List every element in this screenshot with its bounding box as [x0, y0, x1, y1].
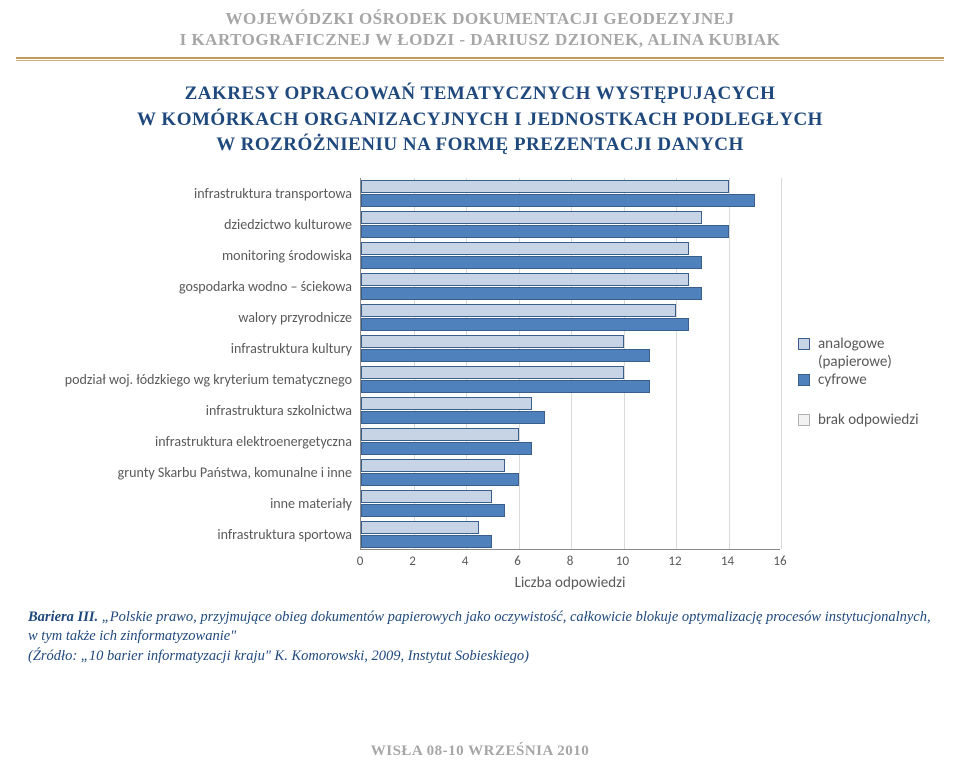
y-category-label: dziedzictwo kulturowe [20, 209, 360, 240]
y-category-label: infrastruktura sportowa [20, 519, 360, 550]
y-category-label: inne materiały [20, 488, 360, 519]
bar-cyfrowe [361, 318, 689, 331]
bar-cyfrowe [361, 504, 505, 517]
legend-item-cyfrowe: cyfrowe [798, 371, 930, 389]
header-line-2: I KARTOGRAFICZNEJ W ŁODZI - DARIUSZ DZIO… [20, 29, 940, 50]
y-category-label: podział woj. łódzkiego wg kryterium tema… [20, 364, 360, 395]
x-tick-label: 10 [616, 554, 629, 569]
chart-container: infrastruktura transportowadziedzictwo k… [0, 172, 960, 592]
x-tick-label: 8 [567, 554, 574, 569]
x-tick-label: 12 [668, 554, 681, 569]
y-category-label: walory przyrodnicze [20, 302, 360, 333]
bariera-quote: Bariera III. „Polskie prawo, przyjmujące… [28, 609, 931, 645]
gridline [781, 178, 782, 549]
header-line-1: WOJEWÓDZKI OŚRODEK DOKUMENTACJI GEODEZYJ… [20, 8, 940, 29]
y-category-label: infrastruktura kultury [20, 333, 360, 364]
bar-cyfrowe [361, 256, 702, 269]
bar-analog [361, 521, 479, 534]
y-category-label: infrastruktura elektroenergetyczna [20, 426, 360, 457]
bar-cyfrowe [361, 442, 532, 455]
footnote: Bariera III. „Polskie prawo, przyjmujące… [0, 592, 960, 671]
x-tick-label: 16 [773, 554, 786, 569]
bar-analog [361, 490, 492, 503]
chart-plot-area: 0246810121416 Liczba odpowiedzi [360, 172, 780, 592]
bar-cyfrowe [361, 411, 545, 424]
bar-analog [361, 428, 519, 441]
y-category-label: infrastruktura transportowa [20, 178, 360, 209]
slide-header: WOJEWÓDZKI OŚRODEK DOKUMENTACJI GEODEZYJ… [0, 0, 960, 57]
bar-analog [361, 304, 676, 317]
swatch-cyfrowe-icon [798, 374, 810, 386]
bar-analog [361, 273, 689, 286]
bar-analog [361, 366, 624, 379]
x-tick-label: 6 [514, 554, 521, 569]
bar-cyfrowe [361, 287, 702, 300]
y-category-label: monitoring środowiska [20, 240, 360, 271]
slide-title: ZAKRESY OPRACOWAŃ TEMATYCZNYCH WYSTĘPUJĄ… [0, 61, 960, 172]
bar-analog [361, 211, 702, 224]
legend: analogowe (papierowe) cyfrowe brak odpow… [780, 172, 930, 592]
swatch-analog-icon [798, 338, 810, 350]
bar-analog [361, 180, 729, 193]
divider-thick [16, 57, 944, 59]
y-axis-labels: infrastruktura transportowadziedzictwo k… [20, 172, 360, 592]
slide-footer: WISŁA 08-10 WRZEŚNIA 2010 [0, 743, 960, 760]
bar-analog [361, 397, 532, 410]
legend-item-brak: brak odpowiedzi [798, 411, 930, 429]
footnote-source: (Źródło: „10 barier informatyzacji kraju… [28, 648, 529, 664]
bar-cyfrowe [361, 473, 519, 486]
x-axis-label: Liczba odpowiedzi [360, 574, 780, 592]
x-tick-label: 4 [462, 554, 469, 569]
bar-analog [361, 459, 505, 472]
y-category-label: grunty Skarbu Państwa, komunalne i inne [20, 457, 360, 488]
x-tick-label: 2 [409, 554, 416, 569]
x-tick-label: 0 [357, 554, 364, 569]
bar-cyfrowe [361, 349, 650, 362]
legend-label-brak: brak odpowiedzi [818, 411, 919, 429]
plot [360, 178, 780, 550]
legend-label-analog: analogowe (papierowe) [818, 335, 930, 371]
y-category-label: infrastruktura szkolnictwa [20, 395, 360, 426]
bar-cyfrowe [361, 535, 492, 548]
x-axis: 0246810121416 [360, 550, 780, 572]
title-line-3: W ROZRÓŻNIENIU NA FORMĘ PREZENTACJI DANY… [60, 132, 900, 158]
bariera-text: „Polskie prawo, przyjmujące obieg dokume… [28, 609, 931, 645]
bar-cyfrowe [361, 380, 650, 393]
bar-analog [361, 335, 624, 348]
bariera-label: Bariera III. [28, 609, 98, 625]
bar-cyfrowe [361, 194, 755, 207]
legend-item-analog: analogowe (papierowe) [798, 335, 930, 371]
y-category-label: gospodarka wodno – ściekowa [20, 271, 360, 302]
bar-analog [361, 242, 689, 255]
bar-cyfrowe [361, 225, 729, 238]
legend-label-cyfrowe: cyfrowe [818, 371, 867, 389]
title-line-1: ZAKRESY OPRACOWAŃ TEMATYCZNYCH WYSTĘPUJĄ… [60, 81, 900, 107]
x-tick-label: 14 [721, 554, 734, 569]
title-line-2: W KOMÓRKACH ORGANIZACYJNYCH I JEDNOSTKAC… [60, 107, 900, 133]
swatch-brak-icon [798, 414, 810, 426]
gridline [729, 178, 730, 549]
